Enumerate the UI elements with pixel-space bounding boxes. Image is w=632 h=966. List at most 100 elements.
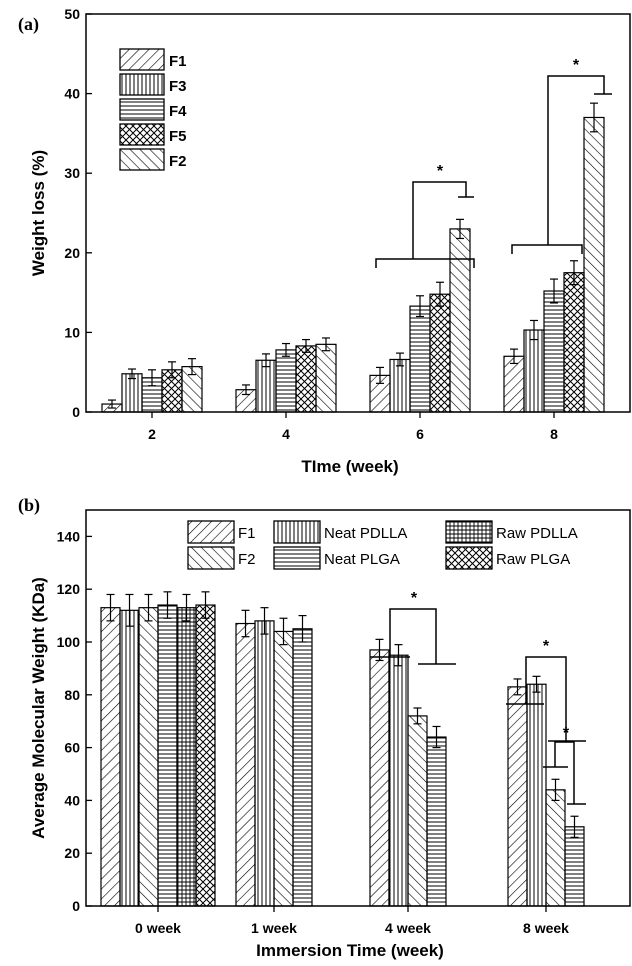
svg-text:F3: F3 bbox=[169, 78, 187, 95]
bar bbox=[273, 630, 294, 907]
y-tick-label: 0 bbox=[72, 404, 80, 420]
y-tick-label: 20 bbox=[64, 845, 80, 861]
bar bbox=[235, 622, 256, 907]
chart-a-bars bbox=[101, 102, 605, 413]
bar bbox=[503, 355, 525, 413]
x-tick-label: 0 week bbox=[135, 920, 181, 936]
bar bbox=[543, 290, 565, 413]
x-tick-label: 8 week bbox=[523, 920, 569, 936]
chart-b-bars bbox=[100, 591, 585, 907]
x-tick-label: 4 bbox=[282, 426, 290, 442]
x-tick-label: 2 bbox=[148, 426, 156, 442]
bar bbox=[176, 607, 197, 907]
bar bbox=[295, 345, 317, 413]
svg-text:F5: F5 bbox=[169, 128, 187, 145]
chart-b-y-axis: 0 20 40 60 80 100 120 140 bbox=[57, 528, 92, 914]
y-tick-label: 20 bbox=[64, 245, 80, 261]
bar bbox=[292, 628, 313, 907]
chart-a-frame bbox=[85, 13, 631, 413]
legend-b-f1: F1 bbox=[187, 520, 256, 544]
y-tick-label: 80 bbox=[64, 687, 80, 703]
y-tick-label: 60 bbox=[64, 740, 80, 756]
svg-text:Raw PDLLA: Raw PDLLA bbox=[496, 525, 578, 542]
bar bbox=[121, 373, 143, 413]
chart-b-sig-star-8week-a: * bbox=[543, 638, 550, 655]
bar bbox=[563, 272, 585, 413]
y-tick-label: 30 bbox=[64, 165, 80, 181]
chart-a-y-axis: 0 10 20 30 40 50 bbox=[64, 6, 92, 420]
svg-text:F2: F2 bbox=[238, 551, 256, 568]
chart-b: (b) 0 20 40 60 80 100 120 140 0 week 1 week 4 wee… bbox=[18, 495, 631, 960]
y-tick-label: 40 bbox=[64, 86, 80, 102]
bar bbox=[195, 604, 216, 907]
chart-b-sig-4week bbox=[370, 608, 456, 665]
panel-b-label: (b) bbox=[18, 495, 40, 516]
chart-a-legend: F1 F3 F4 F5 F2 bbox=[119, 48, 187, 171]
bar bbox=[119, 609, 140, 907]
chart-a-sig-week6 bbox=[375, 181, 475, 268]
chart-b-sig-star-8week-b: * bbox=[563, 725, 570, 742]
bar bbox=[255, 359, 277, 413]
bar bbox=[100, 607, 121, 907]
chart-b-xlabel: Immersion Time (week) bbox=[256, 941, 444, 960]
svg-text:Neat PDLLA: Neat PDLLA bbox=[324, 525, 407, 542]
y-tick-label: 100 bbox=[57, 634, 81, 650]
legend-b-raw-pdlla: Raw PDLLA bbox=[445, 520, 578, 544]
bar bbox=[138, 607, 159, 907]
bar bbox=[157, 604, 178, 907]
legend-a-f4: F4 bbox=[119, 98, 187, 121]
chart-a: (a) 0 10 20 30 40 50 2 4 6 8 TIme (week) Weight … bbox=[18, 6, 631, 476]
x-tick-label: 4 week bbox=[385, 920, 431, 936]
bar bbox=[583, 116, 605, 413]
bar bbox=[545, 789, 566, 907]
chart-a-sig-week8 bbox=[511, 75, 612, 254]
legend-a-f1: F1 bbox=[119, 48, 187, 71]
x-tick-label: 8 bbox=[550, 426, 558, 442]
bar bbox=[409, 305, 431, 413]
svg-text:F1: F1 bbox=[169, 53, 187, 70]
legend-b-raw-plga: Raw PLGA bbox=[445, 546, 570, 570]
legend-b-f2: F2 bbox=[187, 546, 256, 570]
chart-b-sig-8week bbox=[506, 656, 586, 805]
chart-a-sig-star-week8: * bbox=[573, 57, 580, 74]
chart-a-ylabel: Weight loss (%) bbox=[29, 150, 48, 276]
legend-b-neat-pdlla: Neat PDLLA bbox=[273, 520, 407, 544]
svg-text:F1: F1 bbox=[238, 525, 256, 542]
bar bbox=[389, 358, 411, 413]
y-tick-label: 120 bbox=[57, 581, 81, 597]
legend-a-f5: F5 bbox=[119, 123, 187, 146]
panel-a-label: (a) bbox=[18, 14, 39, 35]
legend-a-f3: F3 bbox=[119, 73, 187, 96]
bar bbox=[388, 654, 409, 907]
svg-text:F2: F2 bbox=[169, 153, 187, 170]
y-tick-label: 40 bbox=[64, 792, 80, 808]
svg-text:Raw PLGA: Raw PLGA bbox=[496, 551, 570, 568]
bar bbox=[507, 686, 528, 907]
bar bbox=[564, 826, 585, 907]
svg-text:F4: F4 bbox=[169, 103, 187, 120]
chart-a-sig-star-week6: * bbox=[437, 163, 444, 180]
chart-a-xlabel: TIme (week) bbox=[301, 457, 398, 476]
x-tick-label: 1 week bbox=[251, 920, 297, 936]
chart-a-x-axis: 2 4 6 8 bbox=[148, 412, 558, 442]
y-tick-label: 0 bbox=[72, 898, 80, 914]
y-tick-label: 10 bbox=[64, 324, 80, 340]
svg-text:Neat PLGA: Neat PLGA bbox=[324, 551, 400, 568]
chart-b-sig-star-4week: * bbox=[411, 590, 418, 607]
bar bbox=[426, 736, 447, 907]
chart-b-ylabel: Average Molecular Weight (KDa) bbox=[29, 577, 48, 839]
bar bbox=[254, 620, 275, 907]
bar bbox=[369, 649, 390, 907]
bar bbox=[429, 293, 451, 413]
bar bbox=[523, 329, 545, 413]
chart-b-x-axis: 0 week 1 week 4 week 8 week bbox=[135, 906, 569, 936]
bar bbox=[315, 343, 337, 413]
y-tick-label: 140 bbox=[57, 528, 81, 544]
bar bbox=[407, 715, 428, 907]
y-tick-label: 50 bbox=[64, 6, 80, 22]
legend-a-f2: F2 bbox=[119, 148, 187, 171]
legend-b-neat-plga: Neat PLGA bbox=[273, 546, 400, 570]
bar bbox=[526, 683, 547, 907]
chart-b-legend: F1 Neat PDLLA Raw PDLLA F2 Neat PLGA Raw… bbox=[187, 520, 578, 570]
